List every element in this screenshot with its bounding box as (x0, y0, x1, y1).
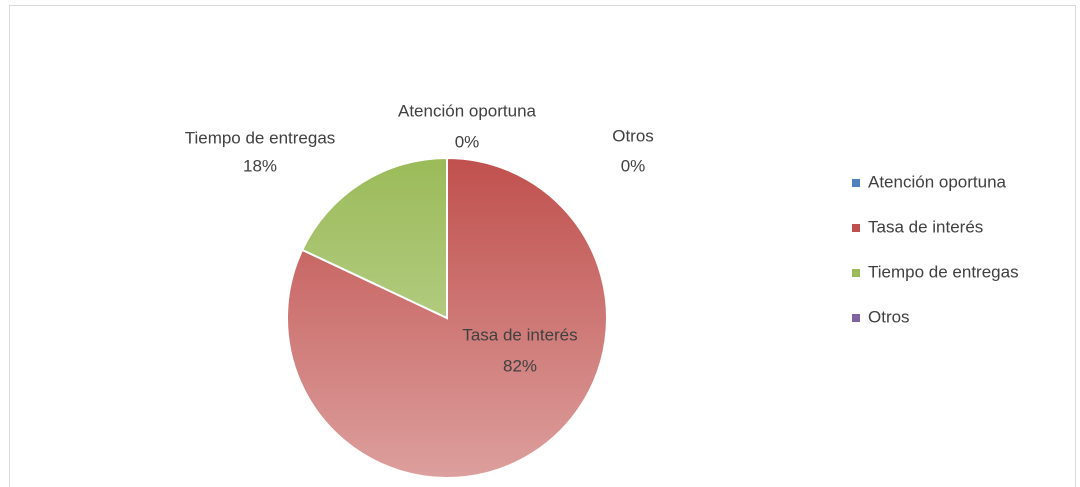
legend-swatch (852, 179, 860, 187)
legend-label: Atención oportuna (868, 172, 1007, 191)
legend-label: Tasa de interés (868, 217, 983, 236)
legend-label: Tiempo de entregas (868, 262, 1019, 281)
legend-swatch (852, 314, 860, 322)
data-label-name: Tasa de interés (462, 325, 577, 344)
legend-label: Otros (868, 307, 910, 326)
data-label-name: Otros (612, 126, 654, 145)
data-label-name: Tiempo de entregas (185, 128, 336, 147)
legend-swatch (852, 269, 860, 277)
pie-slice (300, 156, 448, 320)
data-label-name: Atención oportuna (398, 101, 537, 120)
data-label-value: 0% (621, 156, 646, 175)
legend-swatch (852, 224, 860, 232)
data-label-value: 0% (455, 132, 480, 151)
data-label-value: 82% (503, 356, 537, 375)
data-label-value: 18% (243, 156, 277, 175)
